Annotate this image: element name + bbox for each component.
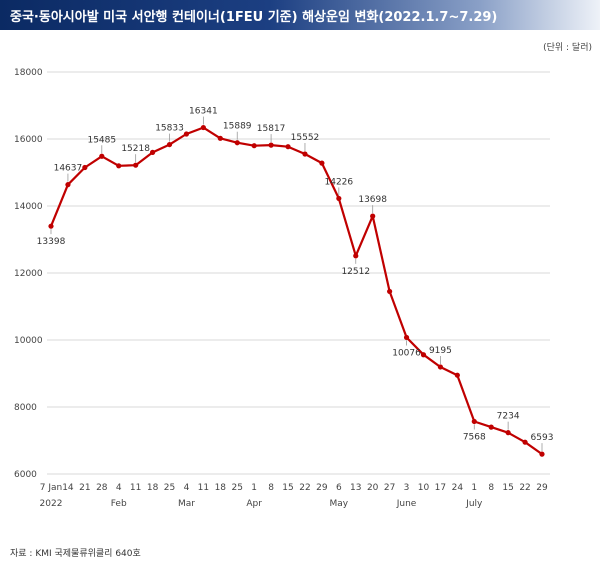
x-month-label: May	[330, 499, 349, 509]
data-label: 13398	[37, 237, 66, 247]
x-tick-label: 22	[299, 483, 310, 493]
data-point	[99, 153, 105, 159]
data-point	[48, 223, 54, 229]
data-point	[234, 140, 240, 146]
data-point	[82, 164, 88, 171]
x-tick-label: 1	[471, 483, 477, 493]
x-month-label: June	[396, 499, 417, 509]
data-point	[133, 162, 139, 168]
data-point	[200, 124, 206, 131]
data-label: 15889	[223, 122, 252, 132]
y-tick-label: 8000	[14, 403, 37, 413]
x-tick-label: 17	[435, 483, 446, 493]
x-tick-label: 4	[116, 483, 122, 493]
data-label: 7234	[497, 412, 520, 422]
data-label: 14637	[54, 164, 83, 174]
series-line	[49, 126, 543, 455]
data-label: 6593	[531, 433, 554, 443]
data-point	[251, 143, 257, 149]
data-point	[183, 131, 190, 137]
data-label: 14226	[325, 177, 354, 187]
data-point	[471, 418, 477, 425]
data-point	[437, 364, 444, 370]
data-point	[65, 182, 71, 188]
data-label: 10076	[392, 348, 421, 358]
data-point	[302, 151, 308, 157]
data-label: 7568	[463, 432, 486, 442]
data-label: 13698	[358, 195, 387, 205]
x-tick-label: 10	[418, 483, 430, 493]
x-tick-label: 21	[79, 483, 90, 493]
data-label: 9195	[429, 346, 452, 356]
x-month-label: Apr	[246, 499, 262, 509]
data-point	[217, 135, 223, 141]
data-point	[336, 195, 342, 202]
data-label: 12512	[341, 267, 370, 277]
data-label: 15833	[155, 124, 184, 134]
x-tick-label: 25	[232, 483, 243, 493]
x-month-label: July	[465, 499, 483, 509]
x-tick-label: 6	[336, 483, 342, 493]
data-point	[539, 451, 545, 457]
x-tick-label: 29	[536, 483, 548, 493]
x-tick-label: 27	[384, 483, 395, 493]
x-tick-label: 18	[215, 483, 227, 493]
data-label: 15485	[87, 135, 116, 145]
x-tick-label: 4	[184, 483, 190, 493]
x-tick-label: 24	[452, 483, 464, 493]
x-tick-label: 29	[316, 483, 328, 493]
x-tick-label: 18	[147, 483, 159, 493]
data-point	[403, 334, 410, 341]
unit-label: (단위 : 달러)	[543, 43, 592, 53]
data-point	[285, 144, 291, 150]
data-point	[319, 160, 325, 166]
x-tick-label: 8	[488, 483, 494, 493]
x-month-label: Mar	[178, 499, 195, 509]
y-tick-label: 12000	[14, 269, 43, 279]
x-tick-label: 28	[96, 483, 108, 493]
x-tick-label: 20	[367, 483, 379, 493]
x-tick-label: 11	[198, 483, 209, 493]
y-tick-label: 10000	[14, 336, 43, 346]
data-point	[454, 372, 460, 378]
x-month-label: Feb	[111, 499, 127, 509]
data-point	[505, 430, 511, 436]
data-label: 15218	[121, 144, 150, 154]
data-point	[387, 288, 393, 295]
source-note: 자료 : KMI 국제물류위클리 640호	[10, 549, 141, 559]
y-tick-label: 6000	[14, 470, 37, 480]
x-tick-label: 3	[404, 483, 410, 493]
data-point	[370, 213, 376, 219]
x-tick-label: 15	[282, 483, 293, 493]
x-tick-label: 14	[62, 483, 74, 493]
chart-title: 중국·동아시아발 미국 서안행 컨테이너(1FEU 기준) 해상운임 변화(20…	[10, 10, 498, 25]
x-tick-label: 25	[164, 483, 175, 493]
data-point	[116, 163, 122, 169]
data-point	[166, 141, 173, 148]
data-label: 15817	[257, 124, 286, 134]
y-tick-label: 18000	[14, 68, 43, 78]
x-month-label: 2022	[40, 499, 63, 509]
y-tick-label: 14000	[14, 202, 43, 212]
x-tick-label: 13	[350, 483, 361, 493]
x-tick-label: 1	[251, 483, 257, 493]
title-bar: 중국·동아시아발 미국 서안행 컨테이너(1FEU 기준) 해상운임 변화(20…	[0, 0, 600, 30]
data-point	[522, 439, 528, 445]
data-point	[353, 253, 359, 259]
data-point	[488, 424, 494, 430]
data-point	[149, 149, 156, 155]
data-label: 15552	[291, 133, 320, 143]
data-point	[268, 142, 274, 148]
x-tick-label: 11	[130, 483, 141, 493]
x-tick-label: 8	[268, 483, 274, 493]
x-tick-label: 22	[519, 483, 530, 493]
data-label: 16341	[189, 107, 218, 117]
x-tick-label: 7 Jan	[40, 483, 62, 493]
x-tick-label: 15	[502, 483, 513, 493]
y-tick-label: 16000	[14, 135, 43, 145]
data-point	[420, 352, 427, 358]
